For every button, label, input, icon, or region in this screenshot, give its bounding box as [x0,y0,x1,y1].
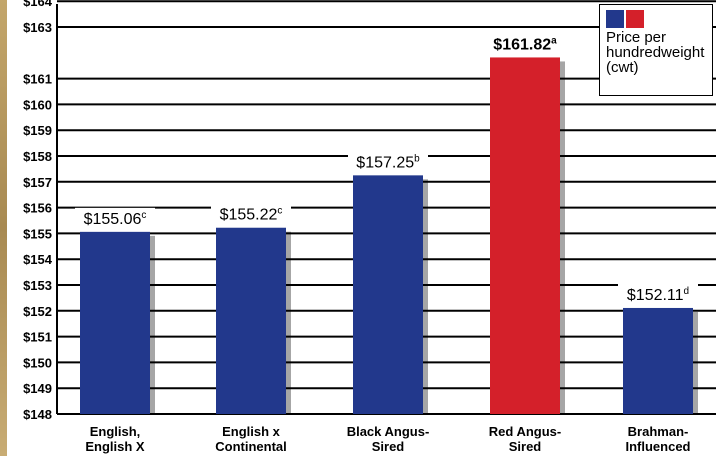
y-tick-label: $150 [23,355,52,370]
legend-swatch-red [626,10,644,28]
y-tick-label: $163 [23,20,52,35]
legend-swatch-blue [606,10,624,28]
data-labels: $155.06c $155.22c $157.25b $161.82a $152.11d [75,33,698,304]
y-tick-label: $148 [23,407,52,422]
bar [80,231,150,414]
y-tick-label: $154 [23,252,53,267]
data-label-bg [618,283,698,304]
bar [216,227,286,414]
x-axis-ticks: English, English X English x Continental Bla… [85,424,690,454]
bar [353,175,423,414]
y-tick-label: $149 [23,381,52,396]
data-label: $157.25b [356,153,420,171]
x-tick-label: English x Continental [215,424,287,454]
data-label: $161.82a [493,35,557,53]
x-tick-label: Brahman-Influenced [625,424,690,454]
y-tick-label: $151 [23,330,52,345]
data-label-bg [348,151,428,172]
y-tick-label: $155 [23,226,52,241]
x-tick-label: Red Angus-Sired [489,424,561,454]
y-tick-label: $159 [23,123,52,138]
legend-swatches [606,10,706,28]
y-tick-label: $152 [23,304,52,319]
x-tick-label: English, English X [85,424,145,454]
frame-stripe [0,0,7,456]
y-tick-label: $158 [23,149,52,164]
x-tick-label: Black Angus-Sired [347,424,430,454]
y-tick-label: $161 [23,72,52,87]
data-label: $155.22c [220,206,283,224]
data-label-bg [75,207,155,228]
data-label-bg [211,203,291,224]
data-label: $155.06c [84,210,147,228]
y-tick-label: $160 [23,97,52,112]
y-tick-label: $164 [23,0,53,9]
y-tick-label: $156 [23,201,52,216]
y-tick-label: $153 [23,278,52,293]
data-label-bg [483,33,567,54]
data-label: $152.11d [627,286,689,304]
bar [623,307,693,414]
legend-label: Price per hundredweight (cwt) [606,29,705,76]
bar [490,57,560,414]
legend: Price per hundredweight (cwt) [599,4,713,96]
y-tick-label: $157 [23,175,52,190]
y-axis-ticks: $148 $149 $150 $151 $152 $153 $154 $155 $156 $157… [23,0,53,422]
bars [80,57,698,415]
